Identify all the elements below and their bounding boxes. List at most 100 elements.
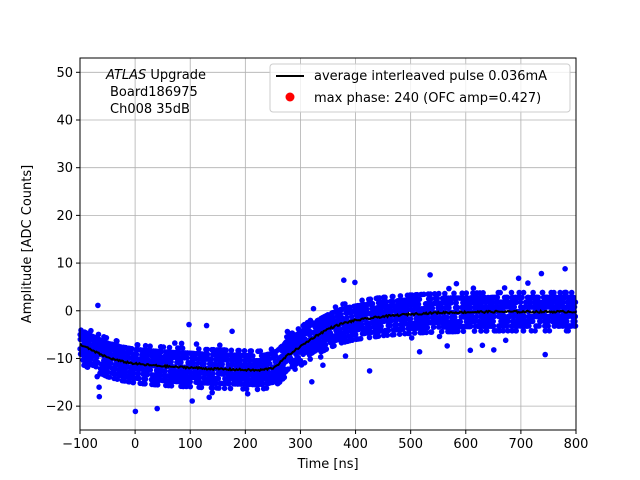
sample-point xyxy=(243,357,249,364)
sample-point xyxy=(254,386,261,393)
sample-point xyxy=(519,294,525,301)
sample-point xyxy=(538,270,545,277)
sample-point xyxy=(383,299,390,305)
sample-point xyxy=(250,353,256,359)
legend-marker-swatch xyxy=(285,92,295,102)
legend: average interleaved pulse 0.036mA max ph… xyxy=(269,63,571,113)
sample-point xyxy=(257,348,264,354)
sample-point xyxy=(504,294,511,301)
x-tick-label: −100 xyxy=(62,437,98,452)
sample-point xyxy=(183,383,190,390)
sample-point xyxy=(208,356,215,363)
sample-point xyxy=(221,385,228,392)
sample-point xyxy=(516,289,522,296)
sample-point xyxy=(427,272,433,278)
sample-point xyxy=(247,357,253,364)
sample-point xyxy=(551,323,558,329)
sample-point xyxy=(133,351,140,358)
sample-point xyxy=(375,333,382,340)
sample-point xyxy=(209,389,215,396)
sample-point xyxy=(220,371,227,377)
sample-point xyxy=(454,304,461,311)
sample-point xyxy=(103,335,110,341)
sample-point xyxy=(241,348,248,354)
sample-point xyxy=(359,297,365,304)
sample-point xyxy=(520,289,527,296)
sample-point xyxy=(491,347,497,353)
sample-point xyxy=(451,290,457,297)
sample-point xyxy=(515,275,522,282)
annotation-line-2: Board186975 xyxy=(110,85,198,100)
sample-point xyxy=(385,327,392,334)
sample-point xyxy=(434,295,441,302)
sample-point xyxy=(444,314,450,321)
sample-point xyxy=(135,370,142,377)
sample-point xyxy=(376,295,383,301)
sample-point xyxy=(134,342,141,348)
sample-point xyxy=(467,304,474,311)
sample-point xyxy=(521,313,528,320)
sample-point xyxy=(154,405,160,412)
sample-point xyxy=(357,335,364,342)
sample-point xyxy=(396,331,403,338)
sample-point xyxy=(204,346,211,353)
sample-point xyxy=(201,360,207,367)
sample-point xyxy=(144,371,151,378)
sample-point xyxy=(479,342,486,349)
sample-point xyxy=(157,372,163,379)
sample-point xyxy=(204,351,211,358)
sample-point xyxy=(179,345,186,352)
sample-point xyxy=(535,294,542,301)
sample-point xyxy=(436,324,442,330)
sample-point xyxy=(455,328,461,335)
sample-point xyxy=(408,335,415,341)
sample-point xyxy=(561,294,568,301)
sample-point xyxy=(114,338,120,344)
x-tick-label: 400 xyxy=(343,437,368,452)
sample-point xyxy=(472,318,478,325)
sample-point xyxy=(206,394,212,401)
sample-point xyxy=(95,302,101,309)
sample-point xyxy=(154,382,161,388)
sample-point xyxy=(428,295,434,302)
x-tick-label: 600 xyxy=(453,437,478,452)
sample-point xyxy=(172,340,178,346)
sample-point xyxy=(527,299,534,306)
sample-point xyxy=(196,374,203,381)
y-tick-label: 40 xyxy=(56,114,73,129)
sample-point xyxy=(348,313,355,320)
sample-point xyxy=(359,321,365,328)
sample-point xyxy=(525,280,531,286)
sample-point xyxy=(439,305,445,311)
sample-point xyxy=(546,328,553,334)
sample-point xyxy=(223,347,229,354)
sample-point xyxy=(147,367,154,373)
sample-point xyxy=(505,318,511,325)
sample-point xyxy=(513,328,519,334)
sample-point xyxy=(342,301,348,307)
sample-point xyxy=(322,342,329,348)
sample-point xyxy=(226,380,232,387)
y-tick-label: −10 xyxy=(46,352,73,367)
sample-point xyxy=(562,266,568,272)
sample-point xyxy=(195,360,201,367)
sample-point xyxy=(114,376,121,383)
x-tick-label: 500 xyxy=(398,437,423,452)
sample-point xyxy=(344,314,350,321)
sample-point xyxy=(162,368,168,374)
sample-point xyxy=(390,293,396,300)
sample-point xyxy=(505,328,511,334)
sample-point xyxy=(292,366,298,373)
sample-point xyxy=(367,296,374,303)
sample-point xyxy=(366,334,373,341)
sample-point xyxy=(320,362,326,369)
sample-point xyxy=(384,332,391,339)
sample-point xyxy=(323,346,330,352)
sample-point xyxy=(106,374,113,380)
sample-point xyxy=(337,326,343,332)
sample-point xyxy=(497,289,504,296)
sample-point xyxy=(331,342,337,349)
y-axis-label: Amplitude [ADC Counts] xyxy=(20,165,35,323)
sample-point xyxy=(93,354,100,361)
sample-points xyxy=(77,266,579,415)
